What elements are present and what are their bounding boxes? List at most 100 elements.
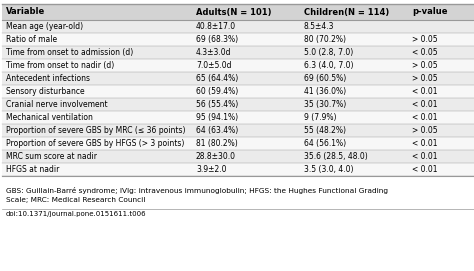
Bar [2,98,192,111]
Text: Mechanical ventilation: Mechanical ventilation [6,113,93,122]
Bar [408,98,474,111]
Bar [2,137,192,150]
Text: MRC sum score at nadir: MRC sum score at nadir [6,152,97,161]
Text: 69 (68.3%): 69 (68.3%) [196,35,238,44]
Text: > 0.05: > 0.05 [412,126,438,135]
Bar [192,33,300,46]
Bar [192,59,300,72]
Bar [192,72,300,85]
Bar [300,150,408,163]
Text: Time from onset to nadir (d): Time from onset to nadir (d) [6,61,114,70]
Text: 56 (55.4%): 56 (55.4%) [196,100,238,109]
Bar [2,59,192,72]
Text: p-value: p-value [412,8,447,17]
Text: Ratio of male: Ratio of male [6,35,57,44]
Text: 3.9±2.0: 3.9±2.0 [196,165,227,174]
Bar [192,20,300,33]
Text: Adults(N = 101): Adults(N = 101) [196,8,272,17]
Text: > 0.05: > 0.05 [412,61,438,70]
Bar [2,111,192,124]
Bar [408,137,474,150]
Text: < 0.01: < 0.01 [412,152,438,161]
Text: 69 (60.5%): 69 (60.5%) [304,74,346,83]
Bar [300,124,408,137]
Text: Children(N = 114): Children(N = 114) [304,8,389,17]
Bar [192,85,300,98]
Text: 3.5 (3.0, 4.0): 3.5 (3.0, 4.0) [304,165,354,174]
Text: HFGS at nadir: HFGS at nadir [6,165,59,174]
Text: 64 (63.4%): 64 (63.4%) [196,126,238,135]
Bar [408,111,474,124]
Text: 55 (48.2%): 55 (48.2%) [304,126,346,135]
Bar [192,46,300,59]
Bar [300,46,408,59]
Text: 40.8±17.0: 40.8±17.0 [196,22,236,31]
Bar [192,111,300,124]
Text: 60 (59.4%): 60 (59.4%) [196,87,238,96]
Text: Variable: Variable [6,8,45,17]
Bar [408,59,474,72]
Bar [408,150,474,163]
Bar [408,20,474,33]
Text: < 0.05: < 0.05 [412,48,438,57]
Bar [2,4,192,20]
Bar [300,163,408,176]
Bar [408,85,474,98]
Text: < 0.01: < 0.01 [412,139,438,148]
Bar [300,85,408,98]
Bar [192,4,300,20]
Text: < 0.01: < 0.01 [412,100,438,109]
Text: Mean age (year-old): Mean age (year-old) [6,22,83,31]
Bar [300,72,408,85]
Text: 65 (64.4%): 65 (64.4%) [196,74,238,83]
Bar [192,137,300,150]
Bar [300,4,408,20]
Text: Time from onset to admission (d): Time from onset to admission (d) [6,48,133,57]
Text: 5.0 (2.8, 7.0): 5.0 (2.8, 7.0) [304,48,353,57]
Bar [2,124,192,137]
Text: 7.0±5.0d: 7.0±5.0d [196,61,231,70]
Text: 41 (36.0%): 41 (36.0%) [304,87,346,96]
Bar [2,85,192,98]
Bar [408,46,474,59]
Text: Cranial nerve involvement: Cranial nerve involvement [6,100,108,109]
Text: Antecedent infections: Antecedent infections [6,74,90,83]
Bar [300,137,408,150]
Text: 6.3 (4.0, 7.0): 6.3 (4.0, 7.0) [304,61,354,70]
Text: 80 (70.2%): 80 (70.2%) [304,35,346,44]
Text: 4.3±3.0d: 4.3±3.0d [196,48,231,57]
Bar [192,124,300,137]
Text: Proportion of severe GBS by HFGS (> 3 points): Proportion of severe GBS by HFGS (> 3 po… [6,139,184,148]
Text: doi:10.1371/journal.pone.0151611.t006: doi:10.1371/journal.pone.0151611.t006 [6,211,146,217]
Text: 9 (7.9%): 9 (7.9%) [304,113,337,122]
Text: > 0.05: > 0.05 [412,35,438,44]
Bar [408,72,474,85]
Bar [192,98,300,111]
Text: < 0.01: < 0.01 [412,87,438,96]
Bar [300,98,408,111]
Bar [408,163,474,176]
Bar [300,111,408,124]
Text: 35.6 (28.5, 48.0): 35.6 (28.5, 48.0) [304,152,368,161]
Text: 64 (56.1%): 64 (56.1%) [304,139,346,148]
Text: < 0.01: < 0.01 [412,165,438,174]
Text: Proportion of severe GBS by MRC (≤ 36 points): Proportion of severe GBS by MRC (≤ 36 po… [6,126,185,135]
Text: 35 (30.7%): 35 (30.7%) [304,100,346,109]
Bar [300,33,408,46]
Bar [2,150,192,163]
Text: 28.8±30.0: 28.8±30.0 [196,152,236,161]
Bar [2,72,192,85]
Bar [2,20,192,33]
Bar [408,33,474,46]
Bar [2,46,192,59]
Bar [300,59,408,72]
Text: > 0.05: > 0.05 [412,74,438,83]
Bar [2,33,192,46]
Bar [192,150,300,163]
Text: 95 (94.1%): 95 (94.1%) [196,113,238,122]
Text: < 0.01: < 0.01 [412,113,438,122]
Text: Sensory disturbance: Sensory disturbance [6,87,85,96]
Text: GBS: Guillain-Barré syndrome; IVIg: intravenous immunoglobulin; HFGS: the Hughes: GBS: Guillain-Barré syndrome; IVIg: intr… [6,186,388,193]
Bar [2,163,192,176]
Text: 81 (80.2%): 81 (80.2%) [196,139,238,148]
